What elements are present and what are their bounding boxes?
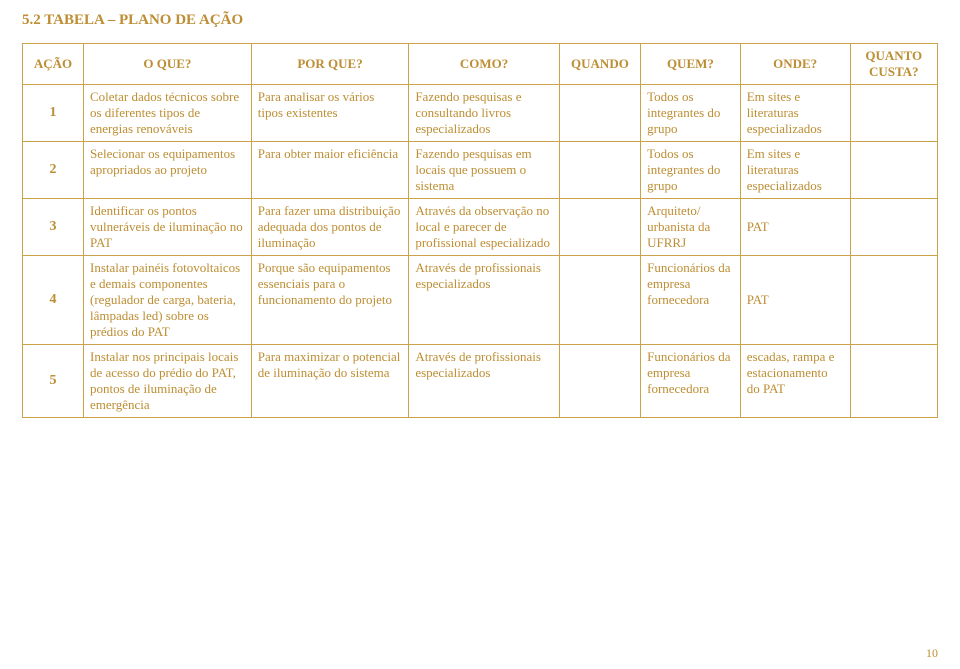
row-num: 4 xyxy=(23,256,84,345)
col-quem: QUEM? xyxy=(641,44,741,85)
cell-oque: Identificar os pontos vulneráveis de ilu… xyxy=(84,199,252,256)
table-row: 4 Instalar painéis fotovoltaicos e demai… xyxy=(23,256,938,345)
cell-como: Fazendo pesquisas e consultando livros e… xyxy=(409,85,559,142)
table-row: 3 Identificar os pontos vulneráveis de i… xyxy=(23,199,938,256)
col-oque: O QUE? xyxy=(84,44,252,85)
cell-quem: Funcionários da empresa fornecedora xyxy=(641,345,741,418)
col-acao: AÇÃO xyxy=(23,44,84,85)
cell-quem: Todos os integrantes do grupo xyxy=(641,142,741,199)
page-number: 10 xyxy=(926,646,938,661)
cell-porque: Para obter maior eficiência xyxy=(251,142,409,199)
cell-quando xyxy=(559,142,640,199)
cell-como: Através de profissionais especializados xyxy=(409,256,559,345)
cell-onde: escadas, rampa e estacionamento do PAT xyxy=(740,345,850,418)
row-num: 3 xyxy=(23,199,84,256)
col-porque: POR QUE? xyxy=(251,44,409,85)
table-header-row: AÇÃO O QUE? POR QUE? COMO? QUANDO QUEM? … xyxy=(23,44,938,85)
row-num: 1 xyxy=(23,85,84,142)
table-row: 5 Instalar nos principais locais de aces… xyxy=(23,345,938,418)
table-row: 2 Selecionar os equipamentos apropriados… xyxy=(23,142,938,199)
cell-custa xyxy=(850,199,937,256)
cell-oque: Instalar nos principais locais de acesso… xyxy=(84,345,252,418)
cell-quem: Funcionários da empresa fornecedora xyxy=(641,256,741,345)
cell-onde: PAT xyxy=(740,199,850,256)
cell-porque: Para maximizar o potencial de iluminação… xyxy=(251,345,409,418)
cell-oque: Coletar dados técnicos sobre os diferent… xyxy=(84,85,252,142)
cell-quando xyxy=(559,256,640,345)
cell-custa xyxy=(850,345,937,418)
cell-custa xyxy=(850,142,937,199)
cell-quando xyxy=(559,85,640,142)
cell-porque: Para analisar os vários tipos existentes xyxy=(251,85,409,142)
cell-como: Através de profissionais especializados xyxy=(409,345,559,418)
cell-custa xyxy=(850,256,937,345)
cell-quem: Todos os integrantes do grupo xyxy=(641,85,741,142)
cell-oque: Selecionar os equipamentos apropriados a… xyxy=(84,142,252,199)
table-row: 1 Coletar dados técnicos sobre os difere… xyxy=(23,85,938,142)
cell-onde: Em sites e literaturas especializados xyxy=(740,85,850,142)
row-num: 2 xyxy=(23,142,84,199)
cell-oque: Instalar painéis fotovoltaicos e demais … xyxy=(84,256,252,345)
page: 5.2 TABELA – PLANO DE AÇÃO AÇÃO O QUE? P… xyxy=(0,0,960,669)
row-num: 5 xyxy=(23,345,84,418)
col-onde: ONDE? xyxy=(740,44,850,85)
col-como: COMO? xyxy=(409,44,559,85)
col-custa: QUANTO CUSTA? xyxy=(850,44,937,85)
cell-custa xyxy=(850,85,937,142)
col-quando: QUANDO xyxy=(559,44,640,85)
cell-como: Fazendo pesquisas em locais que possuem … xyxy=(409,142,559,199)
action-plan-table: AÇÃO O QUE? POR QUE? COMO? QUANDO QUEM? … xyxy=(22,43,938,418)
section-title: 5.2 TABELA – PLANO DE AÇÃO xyxy=(22,12,938,29)
cell-onde: PAT xyxy=(740,256,850,345)
cell-onde: Em sites e literaturas especializados xyxy=(740,142,850,199)
cell-porque: Para fazer uma distribuição adequada dos… xyxy=(251,199,409,256)
cell-quem: Arquiteto/ urbanista da UFRRJ xyxy=(641,199,741,256)
cell-quando xyxy=(559,345,640,418)
cell-porque: Porque são equipamentos essenciais para … xyxy=(251,256,409,345)
cell-quando xyxy=(559,199,640,256)
cell-como: Através da observação no local e parecer… xyxy=(409,199,559,256)
